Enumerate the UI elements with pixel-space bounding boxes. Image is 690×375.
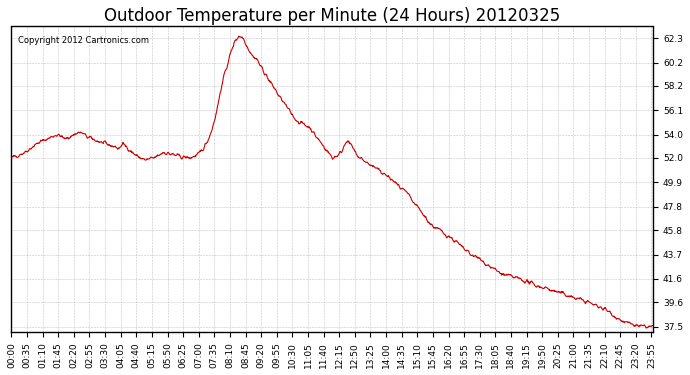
Text: Copyright 2012 Cartronics.com: Copyright 2012 Cartronics.com	[18, 36, 149, 45]
Title: Outdoor Temperature per Minute (24 Hours) 20120325: Outdoor Temperature per Minute (24 Hours…	[104, 7, 560, 25]
